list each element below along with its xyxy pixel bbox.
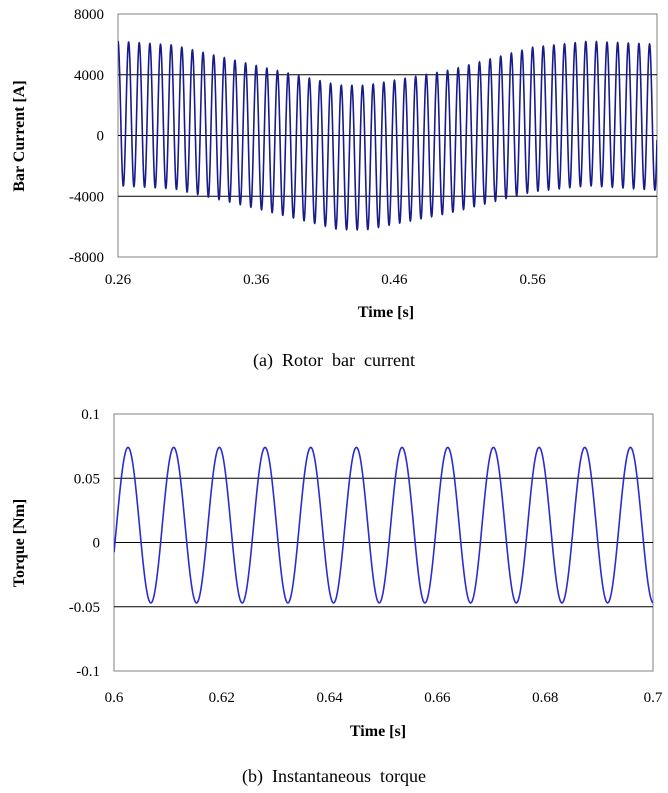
chart-a: -8000 -4000 0 4000 8000 0.26 0.36 0.46 0.56 Tim… bbox=[11, 7, 658, 371]
b-y-tick-label: -0.05 bbox=[69, 600, 100, 616]
a-y-tick-label: 8000 bbox=[74, 7, 104, 23]
chart-b-gridlines bbox=[114, 477, 653, 608]
b-x-tick-label: 0.64 bbox=[316, 690, 343, 706]
a-x-tick-label: 0.26 bbox=[105, 272, 132, 288]
a-y-tick-label: -8000 bbox=[69, 250, 104, 266]
chart-a-y-tick-labels: -8000 -4000 0 4000 8000 bbox=[69, 7, 104, 266]
b-y-tick-label: -0.1 bbox=[76, 664, 100, 680]
chart-a-y-axis-title: Bar Current [A] bbox=[11, 80, 28, 191]
chart-b-caption: (b) Instantaneous torque bbox=[242, 766, 426, 787]
b-y-tick-label: 0.1 bbox=[81, 407, 100, 423]
b-y-tick-label: 0 bbox=[93, 536, 101, 552]
b-x-tick-label: 0.66 bbox=[424, 690, 451, 706]
chart-b-y-axis-title: Torque [Nm] bbox=[11, 499, 28, 587]
b-x-tick-label: 0.7 bbox=[644, 690, 663, 706]
b-y-tick-label: 0.05 bbox=[74, 471, 100, 487]
chart-b-y-tick-labels: -0.1 -0.05 0 0.05 0.1 bbox=[69, 407, 100, 680]
chart-a-x-axis-title: Time [s] bbox=[358, 304, 414, 321]
b-x-tick-label: 0.62 bbox=[209, 690, 235, 706]
chart-b: -0.1 -0.05 0 0.05 0.1 0.6 0.62 0.64 0.66 0.68 0.7… bbox=[11, 407, 663, 787]
chart-a-caption: (a) Rotor bar current bbox=[253, 350, 415, 371]
a-y-tick-label: 0 bbox=[97, 129, 105, 145]
a-y-tick-label: 4000 bbox=[74, 68, 104, 84]
a-y-tick-label: -4000 bbox=[69, 189, 104, 205]
a-x-tick-label: 0.36 bbox=[243, 272, 270, 288]
chart-a-x-tick-labels: 0.26 0.36 0.46 0.56 bbox=[105, 272, 546, 288]
a-x-tick-label: 0.56 bbox=[519, 272, 546, 288]
b-x-tick-label: 0.6 bbox=[105, 690, 124, 706]
chart-b-x-tick-labels: 0.6 0.62 0.64 0.66 0.68 0.7 bbox=[105, 690, 663, 706]
b-x-tick-label: 0.68 bbox=[532, 690, 558, 706]
chart-b-x-axis-title: Time [s] bbox=[350, 723, 406, 740]
chart-a-series-line bbox=[118, 40, 657, 231]
chart-b-series-line bbox=[114, 446, 654, 604]
a-x-tick-label: 0.46 bbox=[381, 272, 408, 288]
